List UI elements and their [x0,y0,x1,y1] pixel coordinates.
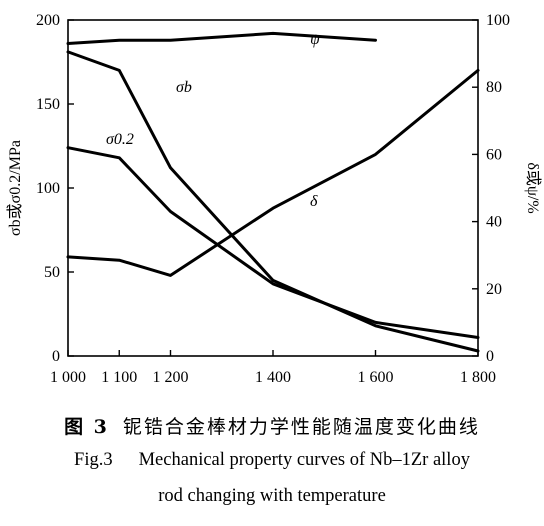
plot-frame [67,19,479,357]
y-right-tick-label: 20 [486,281,502,298]
figure-caption-english-line1: Fig.3 Mechanical property curves of Nb–1Z… [0,450,544,471]
y-right-axis-title: δ或ψ/% [524,162,542,213]
caption-text-zh: 铌锆合金棒材力学性能随温度变化曲线 [122,416,480,438]
figure-caption-chinese: 图 3 铌锆合金棒材力学性能随温度变化曲线 [0,412,544,439]
chart-plot: 1 000 1 100 1 200 1 400 1 600 1 800 0 50 100 150 2… [6,12,542,386]
y-right-tick-label: 40 [486,214,502,231]
y-left-tick-label: 0 [52,348,60,365]
series-line-σb [66,50,480,353]
x-tick-label: 1 400 [255,369,291,386]
y-left-tick-label: 50 [44,264,60,281]
figure-caption-english-line2: rod changing with temperature [158,486,386,506]
caption-text-en-1: Mechanical property curves of Nb–1Zr all… [138,450,470,470]
y-left-tick-label: 150 [36,96,60,113]
series-label-δ: δ [310,193,318,210]
x-tick-label: 1 100 [101,369,137,386]
x-tick-label: 1 200 [153,369,189,386]
figure-number-zh: 图 3 [64,416,109,438]
y-right-tick-label: 80 [486,79,502,96]
series-line-δ [66,68,480,277]
x-tick-label: 1 600 [358,369,394,386]
x-tick-label: 1 000 [50,369,86,386]
y-left-tick-label: 200 [36,12,60,29]
series-label-σb: σb [176,79,192,96]
y-left-axis-title: σb或σ0.2/MPa [6,140,24,236]
y-right-tick-label: 60 [486,146,502,163]
y-right-tick-label: 100 [486,12,510,29]
figure-number-en: Fig.3 [74,450,113,470]
series-label-ψ: ψ [310,31,321,48]
series-line-ψ [66,31,377,45]
y-left-tick-label: 100 [36,180,60,197]
series-line-σ0.2 [66,146,480,339]
series-label-σ0.2: σ0.2 [106,131,134,148]
x-tick-label: 1 800 [460,369,496,386]
y-right-tick-label: 0 [486,348,494,365]
